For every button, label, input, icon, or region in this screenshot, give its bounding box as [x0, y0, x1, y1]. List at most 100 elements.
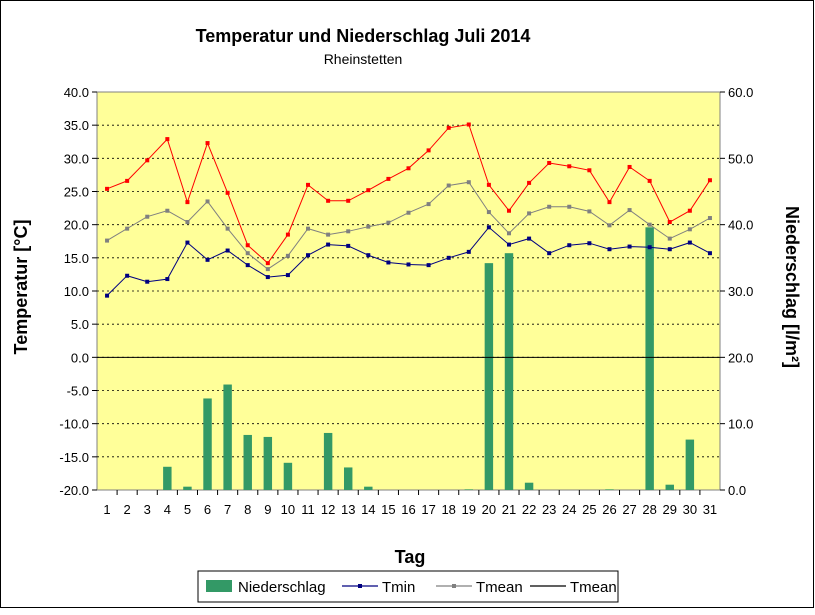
legend-label-precip: Niederschlag: [238, 579, 326, 596]
tmin-point: [346, 243, 351, 248]
legend-marker-tmean: [452, 584, 456, 588]
tmin-point: [707, 251, 712, 256]
tmin-point: [245, 263, 250, 268]
x-tick-label: 18: [441, 502, 455, 517]
tmin-point: [647, 245, 652, 250]
tmax-point: [687, 208, 692, 213]
x-tick-label: 28: [642, 502, 656, 517]
x-tick-label: 8: [244, 502, 251, 517]
tmax-point: [587, 168, 592, 173]
tmin-point: [667, 247, 672, 252]
tmin-point: [306, 253, 311, 258]
tmax-point: [105, 186, 110, 191]
tmax-point: [567, 164, 572, 169]
precip-bar: [504, 253, 514, 490]
tmin-point: [265, 275, 270, 280]
tmax-point: [446, 125, 451, 130]
tmax-point: [245, 243, 250, 248]
precip-bar: [524, 482, 534, 490]
tmean-point: [426, 202, 431, 207]
tmax-point: [426, 148, 431, 153]
x-tick-label: 10: [281, 502, 295, 517]
x-tick-label: 2: [124, 502, 131, 517]
x-tick-label: 9: [264, 502, 271, 517]
tmin-point: [386, 260, 391, 265]
x-tick-label: 5: [184, 502, 191, 517]
x-tick-label: 29: [663, 502, 677, 517]
tmean-point: [607, 223, 612, 228]
tmean-point: [346, 229, 351, 234]
lines-layer: [105, 122, 712, 298]
x-tick-label: 11: [301, 502, 315, 517]
x-tick-label: 25: [582, 502, 596, 517]
precip-bar: [263, 436, 273, 490]
y-tick-label-left: 25.0: [64, 185, 89, 200]
y-tick-label-left: -5.0: [67, 384, 89, 399]
x-tick-label: 15: [381, 502, 395, 517]
y-tick-label-right: 10.0: [728, 417, 753, 432]
x-tick-label: 3: [144, 502, 151, 517]
tmean-point: [386, 220, 391, 225]
tmean-point: [205, 199, 210, 204]
tmean-point: [567, 204, 572, 209]
tmax-point: [225, 190, 230, 195]
tmin-point: [506, 242, 511, 247]
tmean-point: [326, 232, 331, 237]
tmin-point: [446, 255, 451, 260]
x-tick-label: 13: [341, 502, 355, 517]
tmin-point: [547, 251, 552, 256]
precip-bar: [645, 227, 654, 490]
x-tick-label: 20: [482, 502, 496, 517]
y-tick-label-right: 50.0: [728, 151, 753, 166]
tmean-point: [125, 226, 130, 231]
tmax-point: [486, 182, 491, 187]
x-tick-label: 7: [224, 502, 231, 517]
tmean-point: [145, 214, 150, 219]
tmean-point: [707, 216, 712, 221]
y-tick-label-left: 5.0: [71, 317, 89, 332]
tmin-point: [627, 244, 632, 249]
x-tick-label: 14: [361, 502, 375, 517]
tmean-point: [647, 222, 652, 227]
y-tick-label-left: 10.0: [64, 284, 89, 299]
y-tick-label-left: 15.0: [64, 251, 89, 266]
tmean-point: [506, 231, 511, 236]
tmean-point: [547, 204, 552, 209]
tmax-point: [527, 180, 532, 185]
tmax-point: [466, 122, 471, 127]
precip-bar: [243, 434, 252, 490]
tmean-point: [285, 253, 290, 258]
x-tick-label: 19: [462, 502, 476, 517]
tmin-point: [486, 225, 491, 230]
x-tick-label: 30: [683, 502, 697, 517]
x-tick-label: 24: [562, 502, 576, 517]
tmin-point: [607, 247, 612, 252]
x-tick-label: 4: [164, 502, 171, 517]
y-tick-label-right: 60.0: [728, 85, 753, 100]
y-axis-title-left: Temperatur [°C]: [11, 220, 31, 355]
precip-bar: [283, 462, 293, 490]
tmax-point: [326, 198, 331, 203]
chart-title: Temperatur und Niederschlag Juli 2014: [196, 26, 531, 46]
y-tick-label-right: 20.0: [728, 350, 753, 365]
tmean-point: [667, 236, 672, 241]
tmean-point: [406, 210, 411, 215]
precip-bar: [203, 398, 212, 490]
tmax-point: [547, 160, 552, 165]
tmax-point: [285, 232, 290, 237]
tmean-point: [105, 238, 110, 243]
precip-bar: [685, 439, 695, 490]
y-tick-label-right: 30.0: [728, 284, 753, 299]
legend-label-tmin: Tmin: [382, 579, 415, 596]
x-tick-label: 26: [602, 502, 616, 517]
ticks-layer: 40.035.030.025.020.015.010.05.00.0-5.0-1…: [59, 85, 753, 517]
x-tick-label: 12: [321, 502, 335, 517]
x-tick-label: 16: [401, 502, 415, 517]
y-tick-label-left: 0.0: [71, 350, 89, 365]
x-tick-label: 21: [502, 502, 516, 517]
tmax-point: [366, 188, 371, 193]
precip-bar: [605, 489, 614, 490]
x-tick-label: 23: [542, 502, 556, 517]
tmax-point: [647, 178, 652, 183]
